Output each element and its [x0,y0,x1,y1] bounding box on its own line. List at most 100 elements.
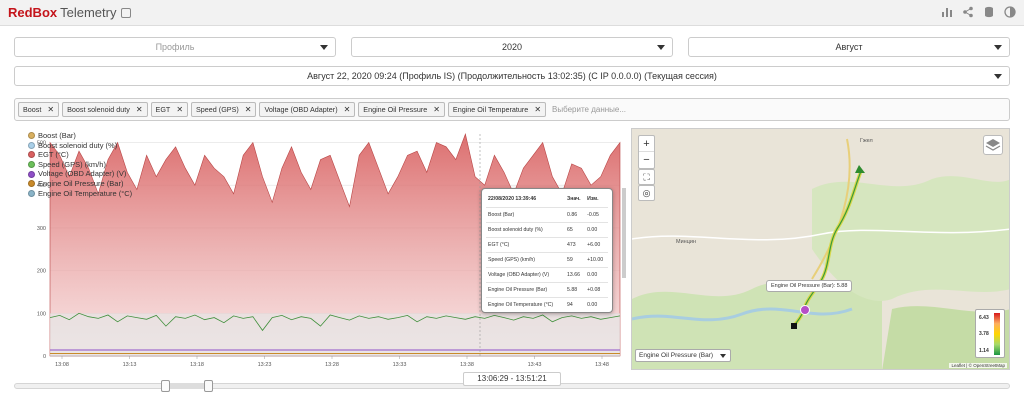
bar-chart-icon[interactable] [941,6,953,18]
legend-label: Boost (Bar) [38,131,76,140]
session-select[interactable]: Август 22, 2020 09:24 (Профиль IS) (Прод… [14,66,1010,86]
legend-dot [28,170,35,178]
close-icon[interactable]: ✕ [47,105,55,114]
map-attribution: Leaflet | © OpenStreetMap [949,363,1007,368]
tag-egt: EGT ✕ [150,102,189,117]
map-place-label: Минцин [676,239,696,245]
telemetry-chart[interactable]: 0 100 200 300 400 500 13:08 13:13 13:18 13:23 13:2… [14,128,626,370]
tag-label: Speed (GPS) [196,105,239,114]
legend-label: Engine Oil Temperature (°C) [38,188,133,198]
x-tick-label: 13:13 [123,362,137,368]
x-tick-label: 13:33 [393,362,407,368]
profile-select-value: Профиль [155,42,195,52]
month-select[interactable]: Август [688,37,1010,57]
chart-legend: Boost (Bar) Boost solenoid duty (%) EGT … [28,131,132,198]
tooltip-row-value: 59 [565,252,586,268]
tooltip-row: Engine Oil Temperature (°C) 94 0.00 [486,297,608,312]
tag-engine-oil-pressure: Engine Oil Pressure ✕ [358,102,445,117]
logout-icon[interactable] [121,7,132,18]
layers-icon[interactable] [983,135,1003,155]
route-map[interactable]: + − ⛶ ◎ Гжел Минцин Leaflet | © OpenStre… [631,128,1010,370]
route-end-marker[interactable] [791,323,797,329]
legend-item-speed[interactable]: Speed (GPS) (km/h) [28,160,132,170]
legend-item-boost[interactable]: Boost (Bar) [28,131,132,141]
close-icon[interactable]: ✕ [343,105,351,114]
y-tick-label: 400 [37,183,46,189]
brand-subtitle: Telemetry [60,5,117,20]
tooltip-row-name: Voltage (OBD Adapter) (V) [486,267,565,283]
tooltip-row: Boost solenoid duty (%) 65 0.00 [486,222,608,238]
time-range-selection[interactable] [165,383,208,389]
tooltip-row-change: 0.00 [585,297,608,312]
scale-high-label: 6.43 [979,315,989,321]
tooltip-row-change: 0.00 [585,267,608,283]
speed-series-line [49,312,621,332]
range-end-handle[interactable] [204,380,213,392]
legend-label: Voltage (OBD Adapter) (V) [38,169,127,179]
scale-low-label: 1.14 [979,348,989,354]
map-layer-select-value: Engine Oil Pressure (Bar) [639,352,714,359]
range-start-handle[interactable] [161,380,170,392]
chevron-down-icon [720,354,726,358]
tag-engine-oil-temperature: Engine Oil Temperature ✕ [447,102,547,117]
brand-logo[interactable]: RedBox Telemetry [8,5,132,20]
locate-icon[interactable]: ◎ [638,185,655,201]
y-tick-label: 500 [37,141,46,147]
zoom-in-button[interactable]: + [639,136,654,152]
close-icon[interactable]: ✕ [534,105,542,114]
close-icon[interactable]: ✕ [176,105,184,114]
map-color-scale: 6.43 3.78 1.14 [975,309,1005,358]
profile-select[interactable]: Профиль [14,37,336,57]
position-marker[interactable] [800,305,810,315]
close-icon[interactable]: ✕ [135,105,143,114]
tag-label: Voltage (OBD Adapter) [264,105,338,114]
tooltip-row-change: +0.08 [585,282,608,298]
map-layer-select[interactable]: Engine Oil Pressure (Bar) [635,349,731,362]
route-start-marker[interactable] [855,165,865,173]
share-icon[interactable] [962,6,974,18]
chart-scrollbar[interactable] [622,188,626,278]
legend-item-oil-pressure[interactable]: Engine Oil Pressure (Bar) [28,179,132,189]
legend-dot [28,141,35,149]
speed-series-band [50,313,620,356]
top-icons [941,6,1016,18]
tag-search-input[interactable]: Выберите данные... [552,105,627,114]
tooltip-row-name: EGT (°C) [486,237,565,253]
y-tick-label: 300 [37,226,46,232]
tooltip-row-value: 5.88 [565,282,586,298]
close-icon[interactable]: ✕ [244,105,252,114]
legend-dot [28,151,35,159]
tooltip-row-name: Engine Oil Pressure (Bar) [486,282,565,298]
fullscreen-icon[interactable]: ⛶ [638,169,655,185]
tooltip-row-value: 0.86 [565,207,586,223]
close-icon[interactable]: ✕ [433,105,440,114]
x-tick-label: 13:48 [595,362,609,368]
tag-label: Boost [23,105,42,114]
map-zoom-control: + − [638,135,655,169]
legend-item-egt[interactable]: EGT (°C) [28,150,132,160]
tooltip-col-value: Знач. [567,196,581,202]
scale-mid-label: 3.78 [979,331,989,337]
x-tick-label: 13:08 [55,362,69,368]
year-select-value: 2020 [501,42,523,52]
year-select[interactable]: 2020 [351,37,673,57]
contrast-icon[interactable] [1004,6,1016,18]
map-tiles[interactable] [632,129,1010,370]
tag-label: EGT [155,105,171,114]
tooltip-row: Voltage (OBD Adapter) (V) 13.66 0.00 [486,267,608,283]
chart-canvas[interactable]: 0 100 200 300 400 500 13:08 13:13 13:18 13:23 13:2… [14,128,626,370]
legend-item-boost-solenoid[interactable]: Boost solenoid duty (%) [28,141,132,151]
tooltip-row-value: 13.66 [565,267,586,283]
tooltip-timestamp: 22/08/2020 13:39:46 [488,196,537,202]
zoom-out-button[interactable]: − [643,154,650,166]
database-icon[interactable] [983,6,995,18]
chevron-down-icon [994,74,1002,79]
legend-item-voltage[interactable]: Voltage (OBD Adapter) (V) [28,169,132,179]
legend-label: Speed (GPS) (km/h) [38,159,106,169]
chevron-down-icon [320,45,328,50]
legend-item-oil-temperature[interactable]: Engine Oil Temperature (°C) [28,189,132,199]
data-tag-selector[interactable]: Boost ✕ Boost solenoid duty ✕ EGT ✕ Speed (… [14,98,1010,121]
tooltip-row: Speed (GPS) (km/h) 59 +10.00 [486,252,608,268]
egt-series-area [49,132,621,357]
map-marker-tooltip: Engine Oil Pressure (Bar): 5.88 [766,280,853,292]
